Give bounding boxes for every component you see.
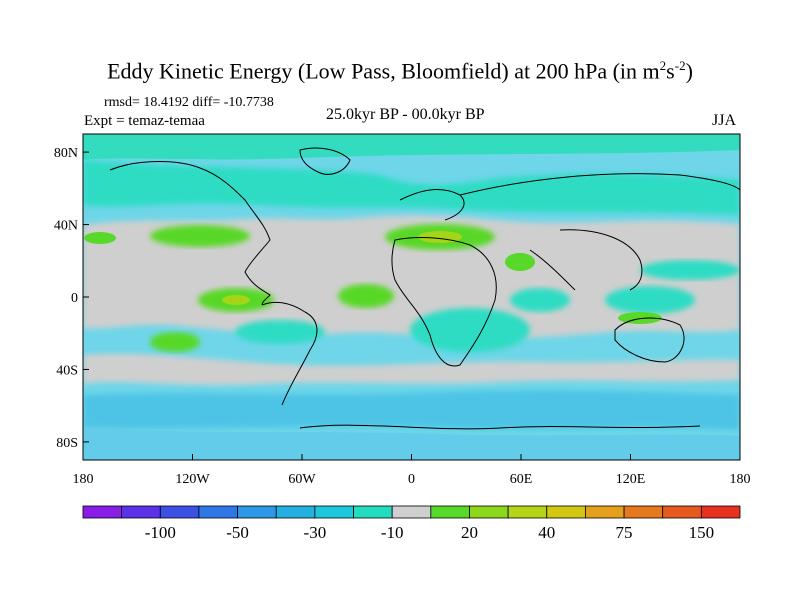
x-axis-ticks: 180 120W 60W 0 60E 120E 180	[73, 454, 751, 487]
coastline-north-america	[109, 161, 271, 306]
teal-patch-indian	[410, 308, 530, 352]
coastline-australia	[614, 317, 685, 363]
unit-middle: s	[666, 58, 675, 84]
map-title: Eddy Kinetic Energy (Low Pass, Bloomfiel…	[0, 58, 800, 84]
x-tick-label: 180	[730, 472, 751, 487]
colorbar-label: 40	[538, 523, 555, 542]
yellow-patch-epacific	[222, 295, 250, 305]
y-tick-label: 80S	[56, 436, 78, 451]
colorbar-label: 20	[461, 523, 478, 542]
green-patch-atlantic	[338, 284, 394, 308]
colorbar-label: -100	[145, 523, 176, 542]
colorbar-swatch	[430, 505, 470, 519]
teal-patch-pacific	[605, 286, 695, 314]
x-tick-label: 120E	[616, 472, 646, 487]
coastline-europe	[399, 189, 465, 221]
unit-superscript-2: -2	[674, 58, 686, 73]
x-tick-label: 60E	[510, 472, 533, 487]
colorbar-swatch	[237, 505, 277, 519]
teal-patch-west-pacific	[640, 260, 740, 280]
colorbar: -100 -50 -30 -10 20 40 75 150	[82, 505, 741, 542]
antarctic-band	[83, 428, 740, 460]
colorbar-swatch	[469, 505, 509, 519]
coastline-south-america	[261, 301, 318, 406]
y-tick-label: 40N	[54, 219, 78, 234]
period-label: 25.0kyr BP - 00.0kyr BP	[326, 106, 485, 123]
green-patch-npacific-west	[84, 232, 116, 244]
colorbar-swatch	[353, 505, 393, 519]
coastline-greenland	[299, 147, 351, 175]
green-patch-spacific	[150, 332, 200, 352]
colorbar-swatch	[391, 505, 432, 519]
southern-blue-band	[83, 390, 740, 430]
northern-teal-band	[83, 160, 740, 215]
green-patch-npacific	[150, 225, 250, 247]
season-label: JJA	[712, 112, 737, 129]
experiment-label: Expt = temaz-temaa	[84, 113, 205, 129]
arctic-band	[83, 134, 740, 160]
colorbar-swatch	[700, 505, 741, 519]
x-tick-label: 60W	[288, 472, 316, 487]
colorbar-swatch	[507, 505, 548, 519]
colorbar-label: -30	[304, 523, 327, 542]
colorbar-swatch	[623, 505, 664, 519]
y-tick-label: 80N	[54, 146, 78, 161]
unit-superscript-1: 2	[659, 58, 667, 73]
map-field	[83, 134, 740, 460]
y-tick-label: 0	[71, 291, 78, 306]
coastline-asia	[459, 173, 740, 291]
title-text: Eddy Kinetic Energy (Low Pass, Bloomfiel…	[107, 58, 660, 84]
colorbar-swatch	[198, 505, 238, 519]
green-patch-arabia	[505, 253, 535, 271]
y-axis-ticks: 80N 40N 0 40S 80S	[54, 146, 89, 451]
x-tick-label: 120W	[175, 472, 210, 487]
coastline-africa	[391, 237, 497, 367]
colorbar-swatch	[121, 505, 161, 519]
teal-patch-south-atlantic	[235, 320, 325, 344]
x-tick-label: 0	[408, 472, 415, 487]
colorbar-swatch	[546, 505, 586, 519]
colorbar-swatch	[275, 505, 316, 519]
x-tick-label: 180	[73, 472, 94, 487]
colorbar-swatch	[159, 505, 200, 519]
colorbar-label: -10	[381, 523, 404, 542]
unit-end: )	[685, 58, 693, 84]
southern-gray-band	[83, 353, 740, 385]
teal-patch-arabian	[510, 288, 570, 312]
colorbar-swatch	[314, 505, 354, 519]
colorbar-swatch	[662, 505, 702, 519]
coastlines	[109, 147, 740, 430]
colorbar-swatch	[82, 505, 123, 519]
colorbar-swatch	[585, 505, 625, 519]
colorbar-label: -50	[226, 523, 249, 542]
colorbar-label: 150	[689, 523, 715, 542]
statistics-label: rmsd= 18.4192 diff= -10.7738	[104, 95, 274, 110]
colorbar-label: 75	[616, 523, 633, 542]
coastline-antarctica	[299, 424, 701, 430]
y-tick-label: 40S	[56, 363, 78, 378]
